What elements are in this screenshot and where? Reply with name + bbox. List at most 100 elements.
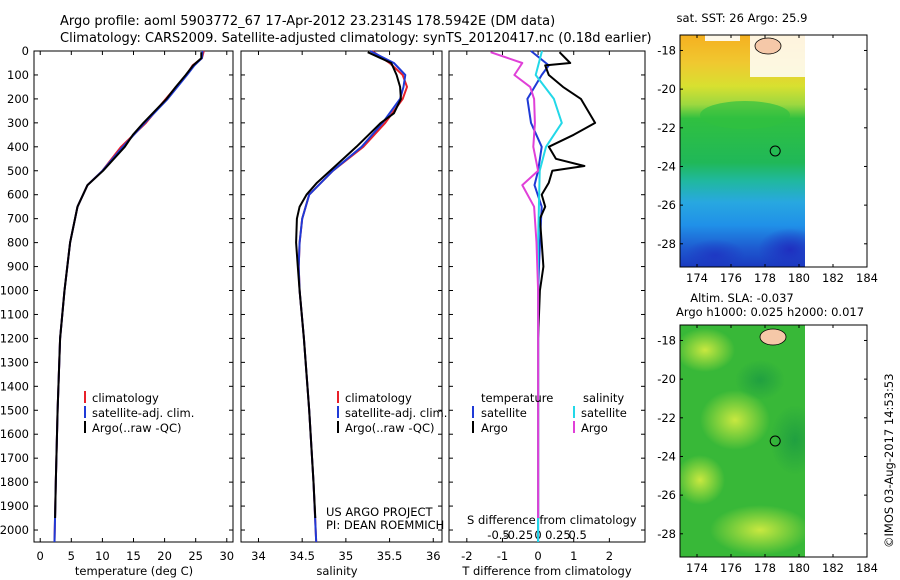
- lat-tick-label: -18: [657, 43, 676, 57]
- depth-tick-label: 1000: [0, 284, 29, 298]
- series-line-salinity-satellite: [534, 50, 563, 542]
- temperature-legend: climatology satellite-adj. clim. Argo(..…: [84, 391, 194, 435]
- sla-high-anomaly: [680, 455, 725, 505]
- fiji-island-shape: [754, 37, 782, 55]
- depth-tick-label: 1700: [0, 451, 29, 465]
- t-difference-axis-label: T difference from climatology: [461, 564, 632, 578]
- header-line-1: Argo profile: aoml 5903772_67 17-Apr-201…: [60, 14, 555, 29]
- sst-map-axes: 174 176 178 180 182 184 -18 -20 -22 -24 -26 -28: [657, 35, 878, 285]
- depth-tick-label: 1200: [0, 331, 29, 345]
- salinity-axis-label: salinity: [316, 564, 357, 578]
- difference-legend: temperature salinity satellite Argo sate…: [467, 391, 637, 527]
- depth-tick-label: 2000: [0, 523, 29, 537]
- depth-tick-label: 600: [7, 188, 29, 202]
- lon-tick-label: 176: [720, 271, 742, 285]
- depth-tick-label: 100: [7, 68, 29, 82]
- sla-high-anomaly: [700, 390, 770, 450]
- lat-tick-label: -18: [657, 333, 676, 347]
- lon-tick-label: 182: [822, 561, 844, 575]
- x-tick-label: 34: [251, 549, 266, 563]
- x-tick-label: -1: [497, 549, 508, 563]
- sla-map-frame: [679, 324, 868, 558]
- x-tick-label: 35: [339, 549, 354, 563]
- s-tick-label: 0.5: [568, 528, 586, 542]
- x-tick-label: 25: [188, 549, 203, 563]
- lat-tick-label: -20: [657, 372, 676, 386]
- sst-heatmap: [680, 35, 805, 267]
- salinity-panel-frame: [240, 50, 443, 543]
- series-line-satellite-adj-clim-: [297, 50, 407, 543]
- legend-label-argo: Argo(..raw -QC): [92, 421, 182, 435]
- lat-tick-label: -24: [657, 159, 676, 173]
- series-line-satellite-adj-clim-: [53, 50, 204, 543]
- legend-label-climatology: climatology: [92, 391, 159, 405]
- depth-tick-label: 1500: [0, 403, 29, 417]
- sst-warm-band: [700, 101, 790, 129]
- temperature-axis-label: temperature (deg C): [75, 564, 193, 578]
- sla-heatmap: [680, 325, 805, 557]
- x-tick-label: 2: [606, 549, 613, 563]
- legend-label-t-satellite: satellite: [481, 406, 527, 420]
- lat-tick-label: -28: [657, 527, 676, 541]
- lon-tick-label: 180: [788, 561, 810, 575]
- series-line-salinity-argo: [490, 51, 540, 518]
- depth-tick-label: 900: [7, 260, 29, 274]
- fiji-island-shape: [759, 328, 787, 346]
- x-tick-label: 10: [95, 549, 110, 563]
- depth-tick-label: 200: [7, 92, 29, 106]
- lat-tick-label: -22: [657, 121, 676, 135]
- s-tick-label: 0.25: [545, 528, 571, 542]
- x-tick-label: 30: [219, 549, 234, 563]
- series-line-climatology: [297, 50, 408, 543]
- x-tick-label: 5: [68, 549, 75, 563]
- difference-panel-frame: [448, 50, 646, 543]
- sst-map-title: sat. SST: 26 Argo: 25.9: [677, 11, 808, 25]
- x-tick-label: 34.5: [289, 549, 315, 563]
- x-tick-label: 36: [426, 549, 441, 563]
- series-line-argo: [295, 51, 402, 519]
- sla-low-anomaly: [770, 405, 805, 475]
- lon-tick-label: 176: [720, 561, 742, 575]
- depth-tick-label: 1400: [0, 379, 29, 393]
- sla-high-anomaly: [710, 505, 805, 555]
- legend-label-s-satellite: satellite: [581, 406, 627, 420]
- imos-credit: ©IMOS 03-Aug-2017 14:53:53: [882, 373, 896, 548]
- lon-tick-label: 178: [754, 561, 776, 575]
- lon-tick-label: 184: [856, 271, 878, 285]
- s-tick-label: -0.25: [503, 528, 533, 542]
- series-line-temperature-argo: [537, 51, 597, 518]
- lon-tick-label: 182: [822, 271, 844, 285]
- x-tick-label: -2: [461, 549, 472, 563]
- lon-tick-label: 178: [754, 271, 776, 285]
- depth-tick-label: 700: [7, 212, 29, 226]
- lat-tick-label: -20: [657, 82, 676, 96]
- x-tick-label: 1: [570, 549, 577, 563]
- salinity-legend: climatology satellite-adj. clim. Argo(..…: [326, 391, 447, 532]
- header-line-2: Climatology: CARS2009. Satellite-adjuste…: [60, 31, 652, 46]
- s-tick-label: -0.5: [487, 528, 509, 542]
- project-label: US ARGO PROJECT: [326, 505, 434, 519]
- argo-location-marker: [769, 145, 781, 157]
- lat-tick-label: -22: [657, 411, 676, 425]
- depth-tick-label: 1100: [0, 307, 29, 321]
- x-tick-label: 0: [534, 549, 541, 563]
- sla-map-axes: 174 176 178 180 182 184 -18 -20 -22 -24 -26 -28: [657, 325, 878, 575]
- depth-tick-label: 1800: [0, 475, 29, 489]
- depth-tick-label: 400: [7, 140, 29, 154]
- sla-map-subtitle: Argo h1000: 0.025 h2000: 0.017: [676, 305, 864, 319]
- lat-tick-label: -28: [657, 237, 676, 251]
- x-tick-label: 15: [126, 549, 141, 563]
- legend-label-argo: Argo(..raw -QC): [345, 421, 435, 435]
- lat-tick-label: -24: [657, 449, 676, 463]
- depth-tick-label: 1300: [0, 355, 29, 369]
- legend-title-salinity: salinity: [583, 391, 624, 405]
- sla-low-anomaly: [735, 360, 785, 400]
- axes-layer: 0100200300400500600700800900100011001200…: [0, 44, 645, 563]
- x-tick-label: 0: [37, 549, 44, 563]
- sst-cold-blob: [758, 228, 805, 267]
- x-tick-label: 20: [157, 549, 172, 563]
- argo-location-marker: [769, 435, 781, 447]
- x-tick-label: 35.5: [377, 549, 403, 563]
- s-difference-axis-label: S difference from climatology: [467, 513, 637, 527]
